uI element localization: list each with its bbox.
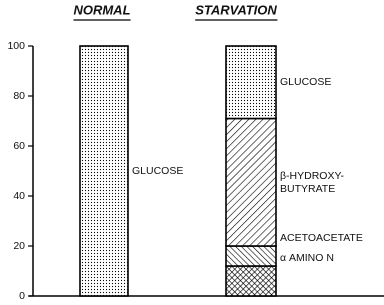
bar-segment	[225, 45, 277, 120]
bar-segment	[225, 117, 277, 247]
bar-segment	[79, 45, 129, 297]
y-tick-label: 40	[13, 190, 25, 202]
segment-label: GLUCOSE	[132, 165, 183, 177]
segment-label: ACETOACETATE	[280, 232, 363, 244]
segment-label: β-HYDROXY-BUTYRATE	[280, 170, 344, 195]
column-title: STARVATION	[195, 2, 277, 17]
segment-label: α AMINO N	[280, 252, 334, 264]
bar-segment	[225, 265, 277, 297]
y-tick-label: 100	[7, 40, 25, 52]
bar-segment	[225, 245, 277, 267]
y-tick-label: 60	[13, 140, 25, 152]
y-tick-label: 20	[13, 240, 25, 252]
segment-label: GLUCOSE	[280, 76, 331, 88]
column-title: NORMAL	[73, 2, 130, 17]
y-tick-label: 80	[13, 90, 25, 102]
y-tick-label: 0	[19, 290, 25, 300]
